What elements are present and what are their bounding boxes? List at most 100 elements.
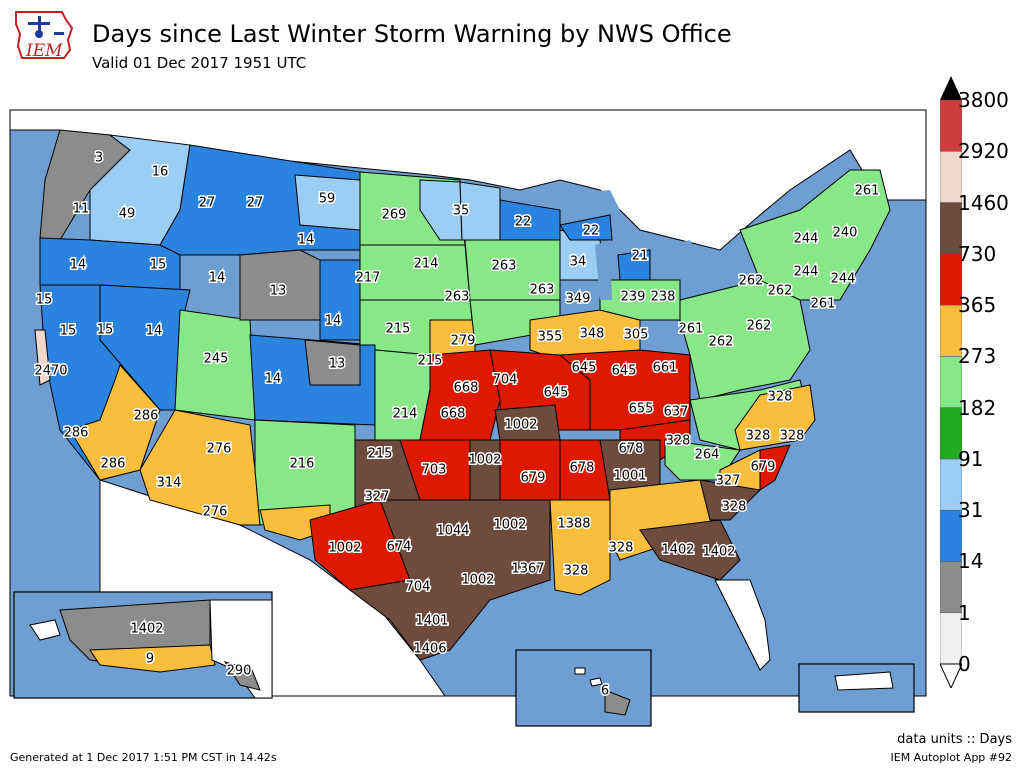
legend-tick-label: 91 <box>958 446 984 471</box>
wfo-label: 262 <box>739 274 764 289</box>
wfo-label: 14 <box>209 271 226 286</box>
wfo-label: 215 <box>386 322 411 337</box>
wfo-label: 261 <box>855 184 880 199</box>
wfo-label: 261 <box>811 297 836 312</box>
wfo-label: 704 <box>493 373 518 388</box>
wfo-label: 2470 <box>34 364 67 379</box>
wfo-label: 1001 <box>613 469 646 484</box>
wfo-label: 305 <box>624 328 649 343</box>
wfo-label: 262 <box>768 284 793 299</box>
wfo-label: 244 <box>794 265 819 280</box>
wfo-label: 286 <box>64 426 89 441</box>
wfo-label: 263 <box>530 283 555 298</box>
legend-tick-label: 273 <box>958 344 997 369</box>
wfo-label: 215 <box>368 447 393 462</box>
wfo-label: 349 <box>566 292 591 307</box>
wfo-label: 314 <box>157 476 182 491</box>
wfo-label: 245 <box>204 352 229 367</box>
wfo-label: 269 <box>382 208 407 223</box>
units-label: data units :: Days <box>897 732 1012 747</box>
wfo-label: 328 <box>768 390 793 405</box>
wfo-label: 13 <box>329 357 346 372</box>
logo-text: IEM <box>25 41 63 61</box>
wfo-label: 22 <box>515 215 532 230</box>
wfo-label: 16 <box>152 165 169 180</box>
wfo-label: 59 <box>319 192 336 207</box>
wfo-label: 328 <box>609 541 634 556</box>
wfo-label: 1044 <box>436 524 469 539</box>
legend-tick-label: 14 <box>958 549 984 574</box>
wfo-label: 328 <box>746 429 771 444</box>
wfo-label: 9 <box>146 652 154 667</box>
wfo-label: 215 <box>418 354 443 369</box>
iem-logo: IEM <box>12 6 78 66</box>
wfo-label: 1002 <box>468 453 501 468</box>
wfo-label: 49 <box>119 207 136 222</box>
wfo-label: 14 <box>265 372 282 387</box>
wfo-label: 355 <box>538 330 563 345</box>
wfo-label: 637 <box>664 405 689 420</box>
legend-tick-label: 1460 <box>958 190 1009 215</box>
wfo-label: 27 <box>199 196 216 211</box>
wfo-label: 35 <box>453 204 470 219</box>
legend-tick-label: 3800 <box>958 88 1009 112</box>
wfo-label: 13 <box>270 284 287 299</box>
legend-tick-label: 1 <box>958 600 971 625</box>
wfo-label: 11 <box>73 202 90 217</box>
wfo-label: 1002 <box>504 418 537 433</box>
wfo-label: 14 <box>325 314 342 329</box>
legend-tick-label: 182 <box>958 395 997 420</box>
wfo-label: 263 <box>492 259 517 274</box>
wfo-label: 262 <box>747 319 772 334</box>
wfo-label: 261 <box>679 322 704 337</box>
wfo-label: 655 <box>629 402 654 417</box>
legend-tick-label: 31 <box>958 498 984 523</box>
wfo-label: 645 <box>544 386 569 401</box>
wfo-label: 668 <box>454 381 479 396</box>
wfo-label: 1002 <box>461 573 494 588</box>
map-title: Days since Last Winter Storm Warning by … <box>92 20 732 48</box>
wfo-label: 286 <box>101 457 126 472</box>
legend-tick-label: 0 <box>958 652 971 676</box>
wfo-label: 328 <box>564 564 589 579</box>
wfo-label: 1367 <box>511 562 544 577</box>
legend-tick-label: 730 <box>958 241 997 266</box>
wfo-label: 217 <box>356 271 381 286</box>
wfo-label: 262 <box>709 335 734 350</box>
wfo-label: 1402 <box>130 622 163 637</box>
generated-timestamp: Generated at 1 Dec 2017 1:51 PM CST in 1… <box>10 751 277 764</box>
wfo-label: 1401 <box>415 614 448 629</box>
wfo-label: 678 <box>619 442 644 457</box>
wfo-label: 1388 <box>557 517 590 532</box>
wfo-label: 27 <box>247 196 264 211</box>
wfo-label: 1406 <box>413 642 446 657</box>
wfo-label: 214 <box>414 257 439 272</box>
wfo-label: 216 <box>290 457 315 472</box>
wfo-label: 6 <box>601 684 609 699</box>
wfo-label: 327 <box>716 474 741 489</box>
wfo-label: 238 <box>651 290 676 305</box>
wfo-label: 21 <box>632 249 649 264</box>
wfo-label: 703 <box>422 463 447 478</box>
wfo-label: 286 <box>134 409 159 424</box>
wfo-label: 328 <box>666 434 691 449</box>
wfo-label: 14 <box>298 233 315 248</box>
wfo-label: 1402 <box>661 543 694 558</box>
wfo-label: 14 <box>70 258 87 273</box>
wfo-label: 264 <box>695 448 720 463</box>
app-label: IEM Autoplot App #92 <box>890 751 1013 764</box>
wfo-label: 328 <box>780 429 805 444</box>
wfo-label: 22 <box>583 224 600 239</box>
wfo-label: 34 <box>570 255 587 270</box>
wfo-label: 239 <box>621 290 646 305</box>
wfo-label: 276 <box>203 505 228 520</box>
color-legend <box>939 76 963 690</box>
wfo-label: 276 <box>207 442 232 457</box>
wfo-label: 674 <box>387 540 412 555</box>
legend-max-arrow <box>940 76 962 100</box>
wfo-label: 645 <box>612 364 637 379</box>
wfo-label: 244 <box>794 232 819 247</box>
wfo-label: 263 <box>445 290 470 305</box>
wfo-label: 290 <box>227 664 252 679</box>
